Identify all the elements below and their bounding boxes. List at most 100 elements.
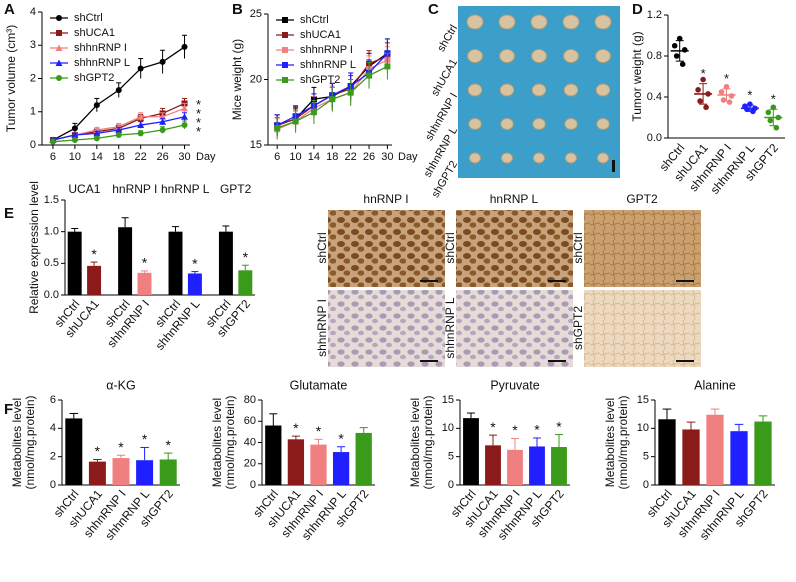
- tumor: [596, 118, 610, 130]
- tumor: [595, 83, 611, 97]
- y-tick-label: 0: [250, 479, 256, 491]
- y-axis-label: Tumor volume (cm³): [4, 25, 18, 133]
- annotation: *: [196, 115, 201, 130]
- tumor: [500, 118, 514, 130]
- y-axis-label: Tumor weight (g): [630, 31, 644, 121]
- y-tick-label: 3: [30, 39, 36, 51]
- significance: *: [556, 418, 562, 434]
- marker: [115, 126, 123, 134]
- bar: [682, 429, 700, 485]
- bar: [112, 458, 130, 485]
- group-label: GPT2: [220, 182, 252, 196]
- significance: *: [95, 443, 101, 459]
- marker: [93, 129, 101, 137]
- scale-bar: [676, 360, 694, 362]
- bar: [265, 425, 282, 485]
- significance: *: [142, 431, 148, 447]
- marker: [71, 131, 79, 139]
- ihc-image: [328, 210, 445, 287]
- tumor: [498, 14, 516, 30]
- y-tick-label: 0.0: [44, 289, 59, 301]
- y-tick-label: 0: [30, 139, 36, 151]
- significance: *: [490, 419, 496, 435]
- group-label: hnRNP I: [112, 182, 157, 196]
- y-axis-label: Metabolites level: [408, 398, 422, 487]
- ihc-column-label: GPT2: [626, 192, 658, 206]
- marker: [115, 132, 122, 139]
- y-axis-label: Metabolites level: [603, 398, 617, 487]
- marker: [274, 124, 281, 131]
- point: [681, 47, 688, 53]
- x-axis-label: Day: [196, 151, 216, 163]
- y-axis-label: (nmol/mg.protein): [616, 395, 630, 489]
- tumor: [563, 83, 579, 97]
- tumor: [532, 152, 546, 164]
- scale-bar: [420, 360, 438, 362]
- chart-title: Pyruvate: [490, 378, 539, 392]
- bar: [507, 449, 523, 485]
- ihc-image: [328, 290, 445, 367]
- legend-marker: [55, 44, 63, 51]
- y-tick-label: 15: [250, 139, 262, 151]
- marker: [159, 58, 166, 65]
- ihc-row-label: shCtrl: [571, 232, 585, 263]
- legend-label: shUCA1: [300, 29, 341, 41]
- legend-marker: [282, 17, 288, 23]
- y-axis-label: (nmol/mg.protein): [223, 395, 237, 489]
- legend-marker: [282, 62, 288, 68]
- y-tick-label: 40: [244, 436, 256, 448]
- y-tick-label: 25: [250, 8, 262, 20]
- tumor: [467, 49, 483, 63]
- tumor: [564, 118, 578, 130]
- legend-marker: [56, 15, 62, 21]
- ihc-image: [584, 210, 701, 287]
- tumor: [564, 152, 578, 164]
- y-tick-label: 20: [244, 458, 256, 470]
- significance: *: [316, 423, 322, 439]
- y-tick-label: 0: [50, 479, 56, 491]
- y-axis-label: (nmol/mg.protein): [23, 395, 37, 489]
- x-tick-label: 22: [345, 151, 357, 163]
- y-tick-label: 2: [30, 72, 36, 84]
- y-tick-label: 2: [50, 451, 56, 463]
- marker: [329, 96, 336, 103]
- photo-row-label: shCtrl: [435, 23, 460, 54]
- legend-label: shhnRNP I: [300, 44, 353, 56]
- panel-label: E: [4, 205, 14, 222]
- bar: [159, 459, 177, 485]
- tumor: [532, 118, 546, 130]
- legend-label: shUCA1: [74, 27, 115, 39]
- x-tick-label: 26: [156, 151, 168, 163]
- ihc-row-label: shhnRNP I: [315, 299, 329, 357]
- y-tick-label: 0: [643, 479, 649, 491]
- bar: [67, 231, 82, 295]
- panel-label: B: [232, 1, 243, 18]
- tumor: [468, 152, 482, 164]
- y-tick-label: 10: [637, 422, 649, 434]
- chart-title: α-KG: [106, 378, 135, 392]
- tumor: [531, 49, 547, 63]
- point: [679, 61, 686, 67]
- ihc-image: [456, 290, 573, 367]
- point: [718, 89, 725, 95]
- marker: [159, 127, 166, 134]
- y-axis-label: Mice weight (g): [230, 39, 244, 120]
- bar: [463, 418, 479, 485]
- y-tick-label: 4: [30, 6, 36, 18]
- legend-marker: [282, 77, 288, 83]
- bar: [168, 231, 183, 295]
- marker: [93, 102, 100, 109]
- group-label: hnRNP L: [161, 182, 210, 196]
- tumor: [499, 83, 515, 97]
- point: [775, 114, 782, 121]
- x-tick-label: 10: [289, 151, 301, 163]
- ihc-column-label: hnRNP I: [363, 192, 408, 206]
- y-axis-label: Relative expression level: [27, 181, 41, 314]
- point: [703, 104, 709, 111]
- point: [767, 117, 774, 124]
- y-tick-label: 80: [244, 394, 256, 406]
- y-tick-label: 0.5: [44, 257, 59, 269]
- point: [726, 99, 733, 105]
- legend-label: shGPT2: [74, 72, 114, 84]
- group-label: UCA1: [68, 182, 100, 196]
